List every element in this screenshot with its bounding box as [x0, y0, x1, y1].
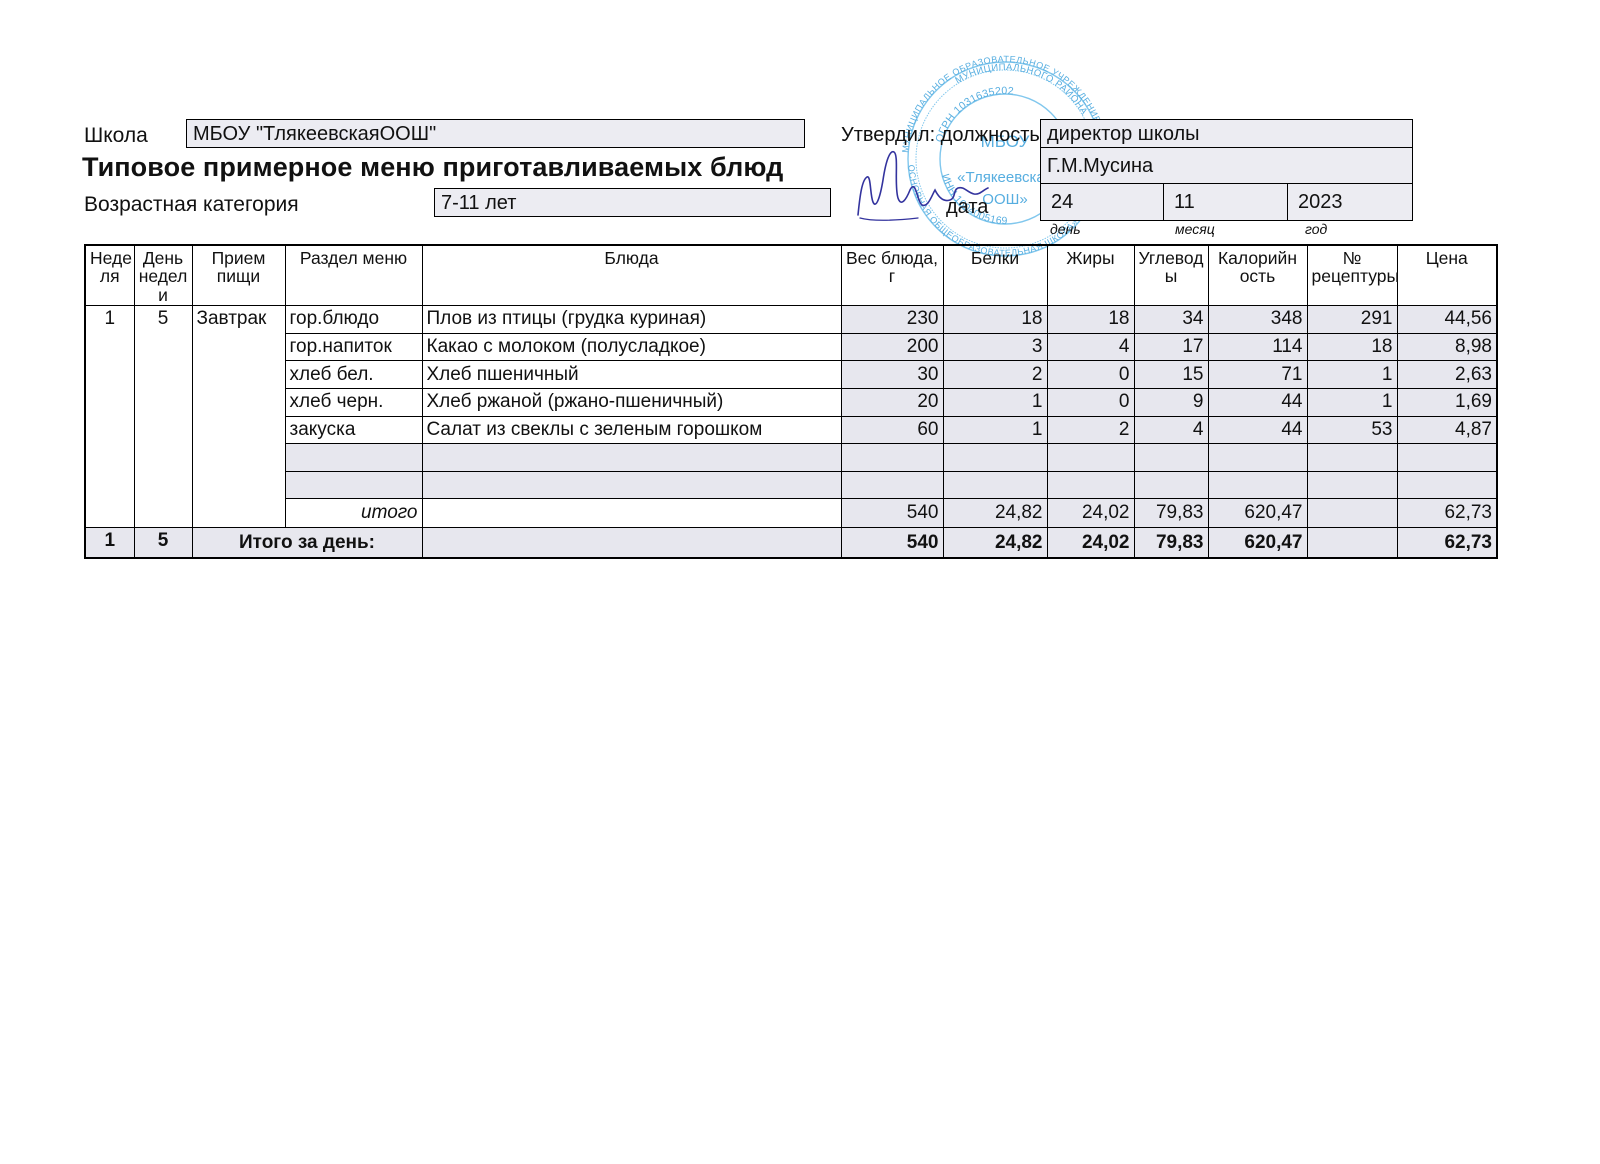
svg-text:МУНИЦИПАЛЬНОГО РАЙОНА: МУНИЦИПАЛЬНОГО РАЙОНА — [953, 62, 1089, 117]
